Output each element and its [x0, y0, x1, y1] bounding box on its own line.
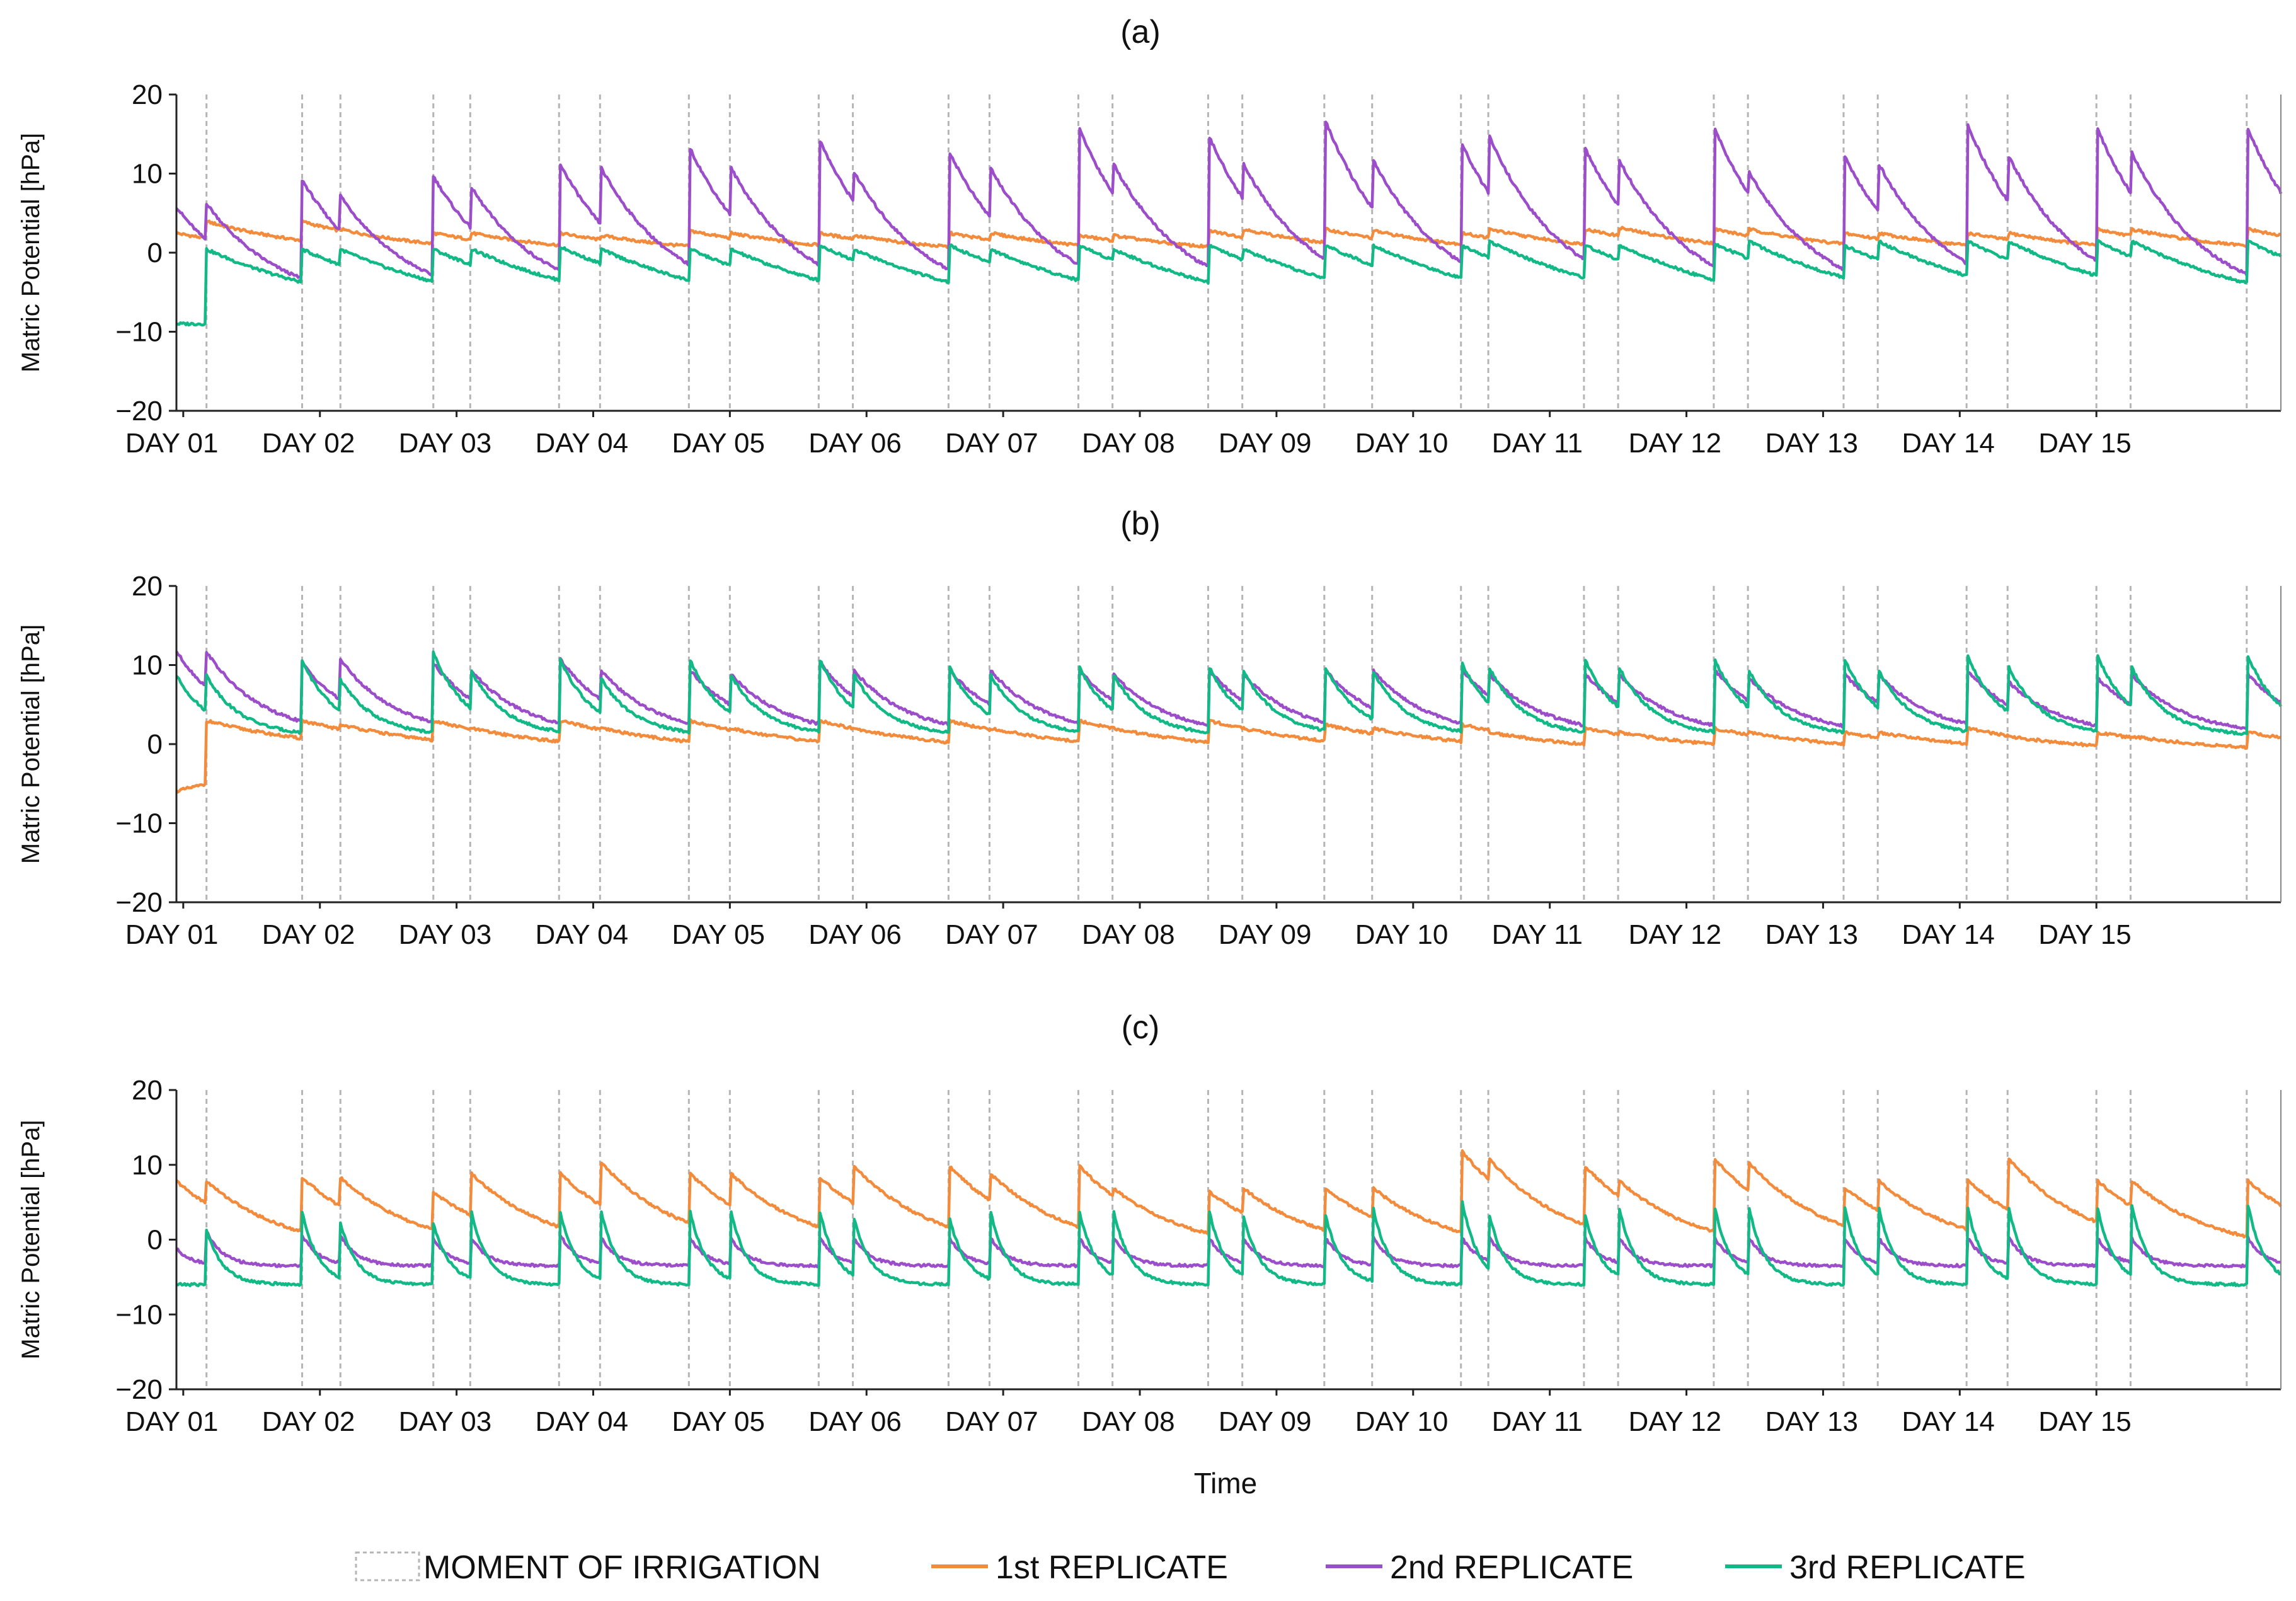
legend-item-irrigation: MOMENT OF IRRIGATION	[355, 1549, 821, 1586]
legend-label-rep1: 1st REPLICATE	[996, 1549, 1228, 1586]
x-tick-label: DAY 07	[945, 1406, 1038, 1437]
legend-item-rep1: 1st REPLICATE	[931, 1549, 1228, 1586]
x-tick-label: DAY 15	[2038, 919, 2132, 950]
x-tick-label: DAY 09	[1219, 1406, 1312, 1437]
panel-title: (a)	[1120, 14, 1161, 50]
y-axis-label: Matric Potential [hPa]	[17, 133, 45, 372]
x-tick-label: DAY 01	[125, 428, 219, 459]
x-tick-label: DAY 11	[1492, 428, 1583, 459]
x-tick-label: DAY 09	[1219, 919, 1312, 950]
legend-label-rep3: 3rd REPLICATE	[1789, 1549, 2026, 1586]
y-tick-label: −10	[115, 808, 163, 839]
series-line-rep3	[175, 650, 2283, 737]
legend-label-rep2: 2nd REPLICATE	[1390, 1549, 1633, 1586]
y-tick-label: −10	[115, 1299, 163, 1330]
y-tick-label: −10	[115, 317, 163, 348]
panel-c: (c) 20 10 0 −10 −20 Matric Potential [hPa] DAY …	[17, 1009, 2282, 1437]
x-tick-label: DAY 03	[399, 919, 492, 950]
x-tick-label: DAY 11	[1492, 919, 1583, 950]
x-tick-label: DAY 14	[1902, 1406, 1995, 1437]
y-tick-label: −20	[115, 887, 163, 918]
x-tick-label: DAY 02	[262, 919, 355, 950]
chart-panels: (a) 20 10 0 −10 −20 Matric Potential [hPa] DAY …	[17, 14, 2283, 1500]
panel-title: (b)	[1120, 505, 1161, 542]
x-tick-label: DAY 11	[1492, 1406, 1583, 1437]
legend-item-rep2: 2nd REPLICATE	[1326, 1549, 1633, 1586]
x-tick-label: DAY 07	[945, 919, 1038, 950]
x-tick-label: DAY 15	[2038, 428, 2132, 459]
series-line-rep3	[176, 1200, 2282, 1287]
x-tick-label: DAY 06	[808, 919, 902, 950]
x-tick-label: DAY 02	[262, 1406, 355, 1437]
x-tick-label: DAY 03	[399, 1406, 492, 1437]
legend-swatch-irrigation	[355, 1551, 420, 1581]
series-line-rep1	[175, 219, 2282, 250]
series-line-rep2	[175, 120, 2283, 279]
panel-title: (c)	[1122, 1009, 1160, 1046]
x-tick-label: DAY 15	[2038, 1406, 2132, 1437]
x-tick-label: DAY 08	[1082, 428, 1175, 459]
x-tick-label: DAY 07	[945, 428, 1038, 459]
panel-b: (b) 20 10 0 −10 −20 Matric Potential [hPa] DAY …	[17, 505, 2283, 950]
x-tick-label: DAY 12	[1629, 919, 1722, 950]
y-tick-label: 20	[132, 1075, 163, 1106]
y-tick-label: 0	[147, 1225, 163, 1256]
x-tick-label: DAY 13	[1765, 428, 1858, 459]
x-tick-label: DAY 05	[672, 919, 765, 950]
y-axis-label: Matric Potential [hPa]	[17, 1120, 45, 1359]
y-axis-label: Matric Potential [hPa]	[17, 624, 45, 864]
x-tick-label: DAY 13	[1765, 1406, 1858, 1437]
chart-legend: MOMENT OF IRRIGATION 1st REPLICATE 2nd R…	[355, 1549, 2026, 1586]
x-tick-label: DAY 04	[535, 1406, 628, 1437]
x-tick-label: DAY 08	[1082, 919, 1175, 950]
y-tick-label: 10	[132, 1150, 163, 1181]
x-tick-label: DAY 12	[1629, 428, 1722, 459]
x-tick-label: DAY 10	[1355, 428, 1449, 459]
series-line-rep2	[175, 650, 2282, 731]
legend-label-irrigation: MOMENT OF IRRIGATION	[423, 1549, 821, 1586]
y-tick-label: 0	[147, 238, 163, 268]
series-line-rep1	[175, 718, 2282, 794]
series-line-rep2	[176, 1231, 2282, 1269]
x-tick-label: DAY 04	[535, 428, 628, 459]
x-tick-label: DAY 12	[1629, 1406, 1722, 1437]
legend-item-rep3: 3rd REPLICATE	[1725, 1549, 2026, 1586]
x-tick-label: DAY 08	[1082, 1406, 1175, 1437]
y-tick-label: 20	[132, 79, 163, 110]
y-tick-label: 10	[132, 159, 163, 190]
series-line-rep1	[175, 1149, 2282, 1239]
x-tick-label: DAY 06	[808, 1406, 902, 1437]
y-tick-label: 20	[132, 571, 163, 602]
x-axis-label: Time	[1194, 1467, 1258, 1500]
x-tick-label: DAY 01	[125, 1406, 219, 1437]
y-tick-label: −20	[115, 1374, 163, 1405]
y-tick-label: 0	[147, 729, 163, 760]
y-tick-label: −20	[115, 396, 163, 427]
x-tick-label: DAY 01	[125, 919, 219, 950]
x-tick-label: DAY 09	[1219, 428, 1312, 459]
panel-a: (a) 20 10 0 −10 −20 Matric Potential [hPa] DAY …	[17, 14, 2283, 459]
series-line-rep3	[176, 239, 2282, 327]
x-tick-label: DAY 05	[672, 428, 765, 459]
x-tick-label: DAY 13	[1765, 919, 1858, 950]
x-tick-label: DAY 10	[1355, 919, 1449, 950]
x-tick-label: DAY 10	[1355, 1406, 1449, 1437]
x-tick-label: DAY 14	[1902, 428, 1995, 459]
x-tick-label: DAY 04	[535, 919, 628, 950]
x-tick-label: DAY 02	[262, 428, 355, 459]
x-tick-label: DAY 03	[399, 428, 492, 459]
x-tick-label: DAY 05	[672, 1406, 765, 1437]
x-tick-label: DAY 06	[808, 428, 902, 459]
irrigation-markers	[205, 586, 2248, 902]
irrigation-markers	[205, 1090, 2248, 1389]
x-tick-label: DAY 14	[1902, 919, 1995, 950]
y-tick-label: 10	[132, 650, 163, 681]
